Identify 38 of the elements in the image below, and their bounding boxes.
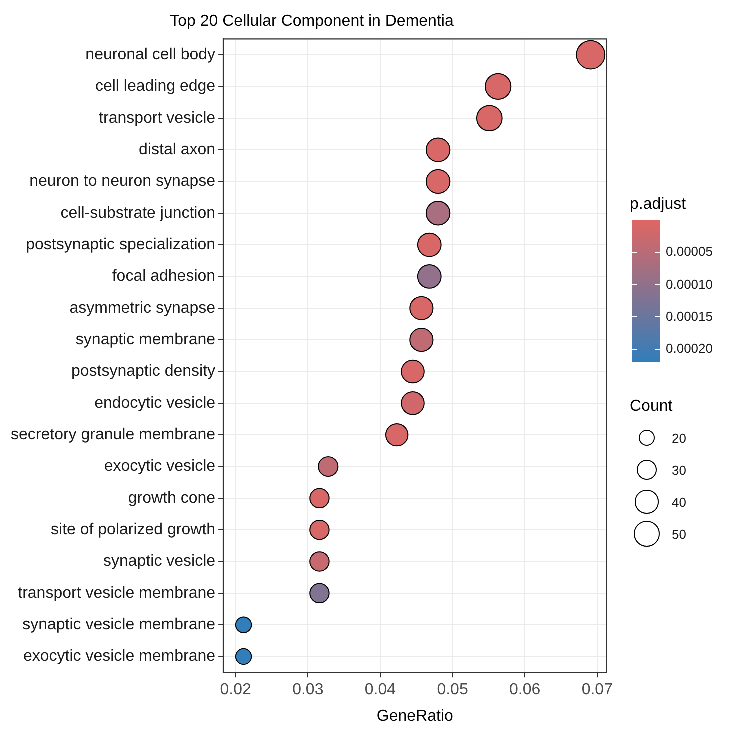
color-bar-label: 0.00020 xyxy=(666,341,713,358)
y-tick-label: postsynaptic specialization xyxy=(26,236,216,254)
legend-label: 30 xyxy=(672,462,686,478)
y-tick-label: exocytic vesicle xyxy=(104,458,216,476)
x-tick-label: 0.05 xyxy=(437,682,468,699)
legend-label: 50 xyxy=(672,526,686,542)
y-tick-label: synaptic vesicle xyxy=(103,553,216,570)
y-tick-label: neuronal cell body xyxy=(86,46,216,64)
x-tick-label: 0.07 xyxy=(582,682,614,699)
x-tick-label: 0.03 xyxy=(292,682,324,699)
y-tick-label: secretory granule membrane xyxy=(10,426,216,444)
y-tick-label: asymmetric synapse xyxy=(70,300,216,317)
color-bar-label: 0.00005 xyxy=(666,244,713,260)
legend-label: 40 xyxy=(672,494,686,510)
color-bar-title: p.adjust xyxy=(630,196,688,214)
y-tick-label: synaptic membrane xyxy=(76,331,216,348)
y-tick-label: synaptic vesicle membrane xyxy=(22,616,216,634)
legend-label: 20 xyxy=(672,430,686,446)
y-tick-label: site of polarized growth xyxy=(51,521,216,538)
color-bar-label: 0.00015 xyxy=(666,308,713,325)
x-tick-label: 0.06 xyxy=(510,682,541,699)
y-tick-label: endocytic vesicle xyxy=(94,394,216,412)
color-bar-label: 0.00010 xyxy=(666,276,713,293)
x-axis-title: GeneRatio xyxy=(376,708,454,725)
y-tick-label: focal adhesion xyxy=(112,268,216,286)
legend-title: Count xyxy=(630,398,674,416)
y-tick-label: postsynaptic density xyxy=(71,363,216,380)
y-tick-label: cell leading edge xyxy=(95,78,216,96)
x-tick-label: 0.02 xyxy=(220,682,252,699)
chart-title: Top 20 Cellular Component in Dementia xyxy=(170,13,454,30)
y-tick-label: growth cone xyxy=(128,490,216,507)
x-tick-label: 0.04 xyxy=(364,682,396,699)
y-tick-label: distal axon xyxy=(139,141,216,158)
y-tick-label: neuron to neuron synapse xyxy=(30,173,216,190)
y-tick-label: transport vesicle membrane xyxy=(18,584,216,602)
y-tick-label: exocytic vesicle membrane xyxy=(23,648,216,666)
y-tick-label: transport vesicle xyxy=(99,110,216,127)
y-tick-label: cell-substrate junction xyxy=(60,204,216,222)
